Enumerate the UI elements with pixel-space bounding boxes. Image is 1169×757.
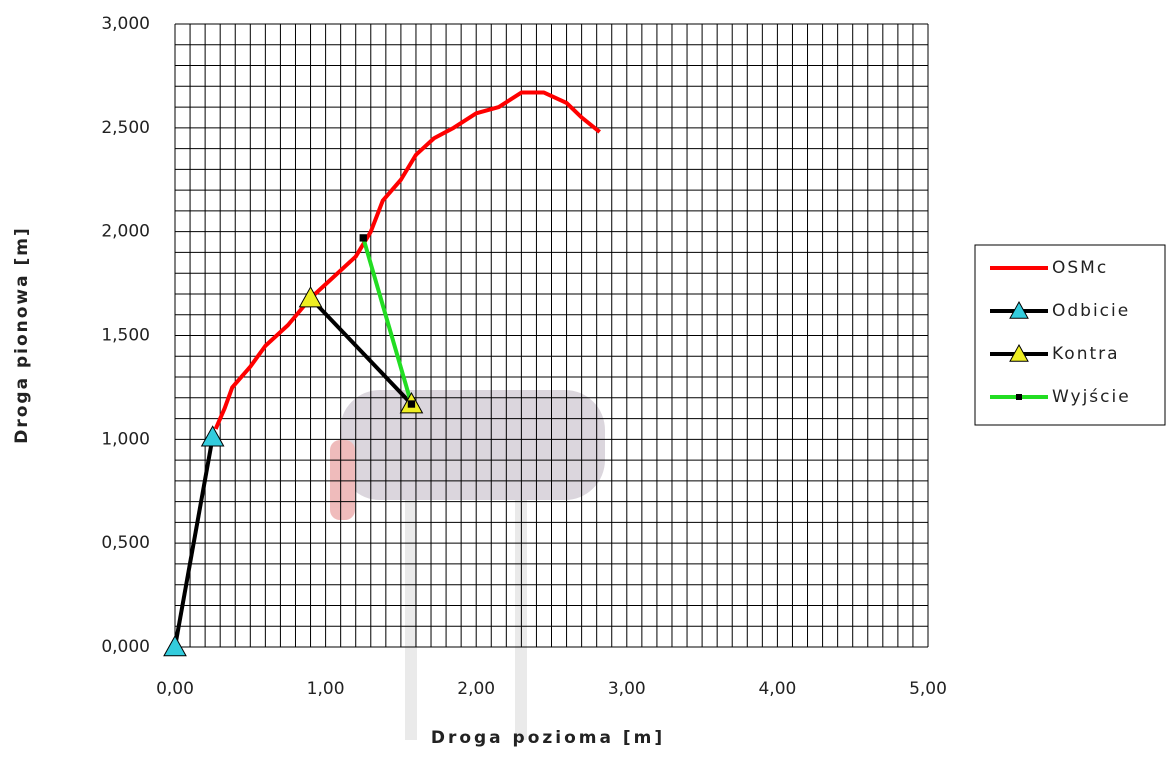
series-line (361, 237, 414, 405)
x-tick-label: 4,00 (758, 679, 796, 699)
x-axis-title: Droga pozioma [m] (431, 728, 665, 748)
legend-marker (1016, 394, 1022, 400)
point (359, 234, 367, 242)
x-tick-label: 5,00 (909, 679, 947, 699)
x-tick-label: 3,00 (608, 679, 646, 699)
point (163, 634, 187, 657)
y-tick-label: 0,500 (101, 533, 150, 553)
y-tick-label: 2,000 (101, 222, 150, 242)
y-axis-title: Droga pionowa [m] (12, 226, 32, 444)
x-tick-label: 1,00 (307, 679, 345, 699)
series-line (173, 436, 215, 648)
x-tick-label: 2,00 (457, 679, 495, 699)
y-tick-label: 3,000 (101, 14, 150, 34)
legend-label: Odbicie (1052, 301, 1130, 321)
x-tick-label: 0,00 (156, 679, 194, 699)
y-tick-label: 1,500 (101, 326, 150, 346)
series-line (213, 90, 601, 430)
point (200, 425, 225, 447)
y-tick-label: 2,500 (101, 118, 150, 138)
y-tick-label: 1,000 (101, 429, 150, 449)
series-line (309, 296, 413, 406)
legend-label: Wyjście (1052, 387, 1131, 407)
legend-label: OSMc (1052, 258, 1108, 278)
y-tick-label: 0,000 (101, 637, 150, 657)
legend-marker (1009, 343, 1029, 362)
legend-marker (1009, 300, 1029, 319)
point (298, 286, 323, 308)
legend-label: Kontra (1052, 344, 1120, 364)
point (407, 400, 416, 408)
